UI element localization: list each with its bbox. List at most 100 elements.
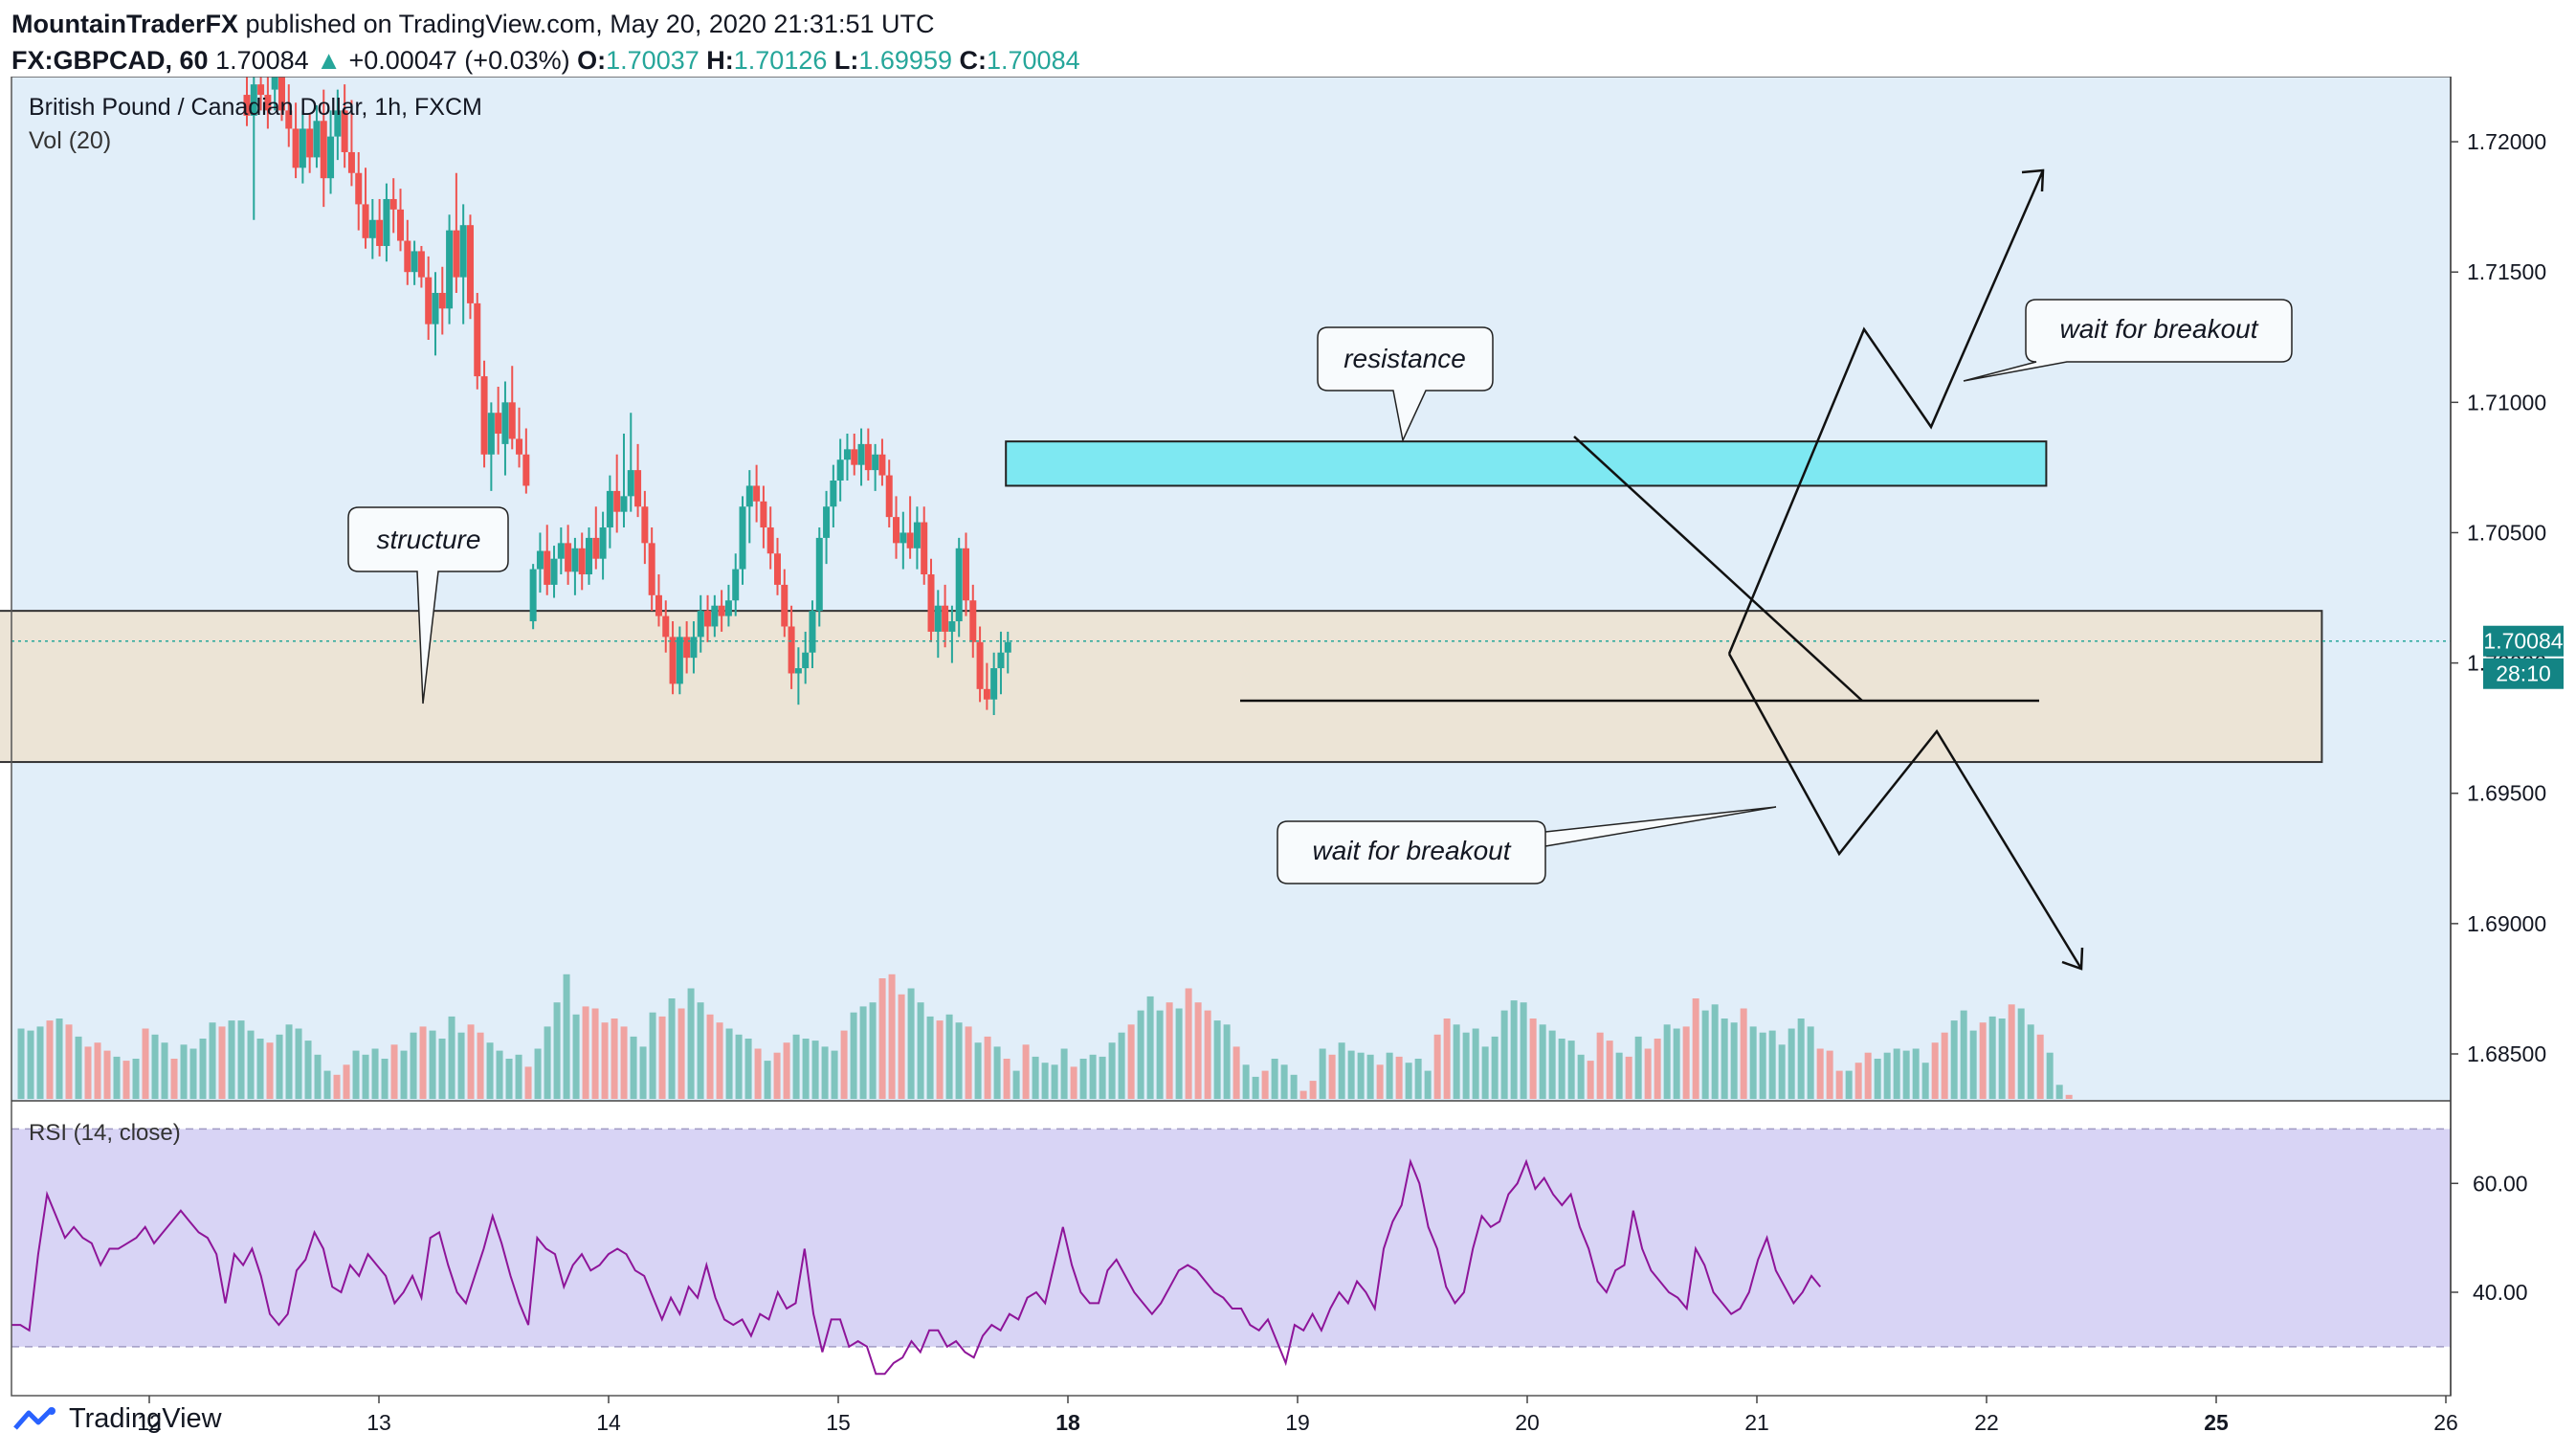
volume-bar xyxy=(1740,1008,1747,1099)
volume-bar xyxy=(103,1050,111,1099)
volume-bar xyxy=(1099,1056,1106,1099)
price-change: +0.00047 (+0.03%) xyxy=(348,46,570,75)
volume-bar xyxy=(218,1026,226,1099)
tradingview-footer[interactable]: TradingView xyxy=(13,1399,222,1438)
candle-body xyxy=(516,438,523,455)
volume-bar xyxy=(965,1026,972,1099)
volume-bar xyxy=(467,1024,475,1099)
volume-bar xyxy=(1625,1056,1632,1099)
volume-bar xyxy=(677,1008,685,1099)
volume-bar xyxy=(1070,1066,1077,1099)
change-up-icon: ▲ xyxy=(316,46,342,75)
volume-bar xyxy=(601,1022,609,1099)
candle-body xyxy=(732,569,740,601)
candle-body xyxy=(271,77,278,90)
volume-bar xyxy=(84,1046,92,1099)
volume-bar xyxy=(180,1044,188,1099)
volume-bar xyxy=(400,1050,408,1099)
volume-bar xyxy=(2065,1094,2073,1099)
candle-body xyxy=(704,611,712,627)
volume-bar xyxy=(2055,1085,2063,1099)
volume-bar xyxy=(1864,1052,1872,1099)
volume-bar xyxy=(1711,1004,1719,1099)
volume-bar xyxy=(161,1042,168,1099)
time-axis[interactable]: 12 13 14 15 18 19 20 21 22 25 26 xyxy=(137,1396,2458,1435)
resistance-callout-bubble[interactable] xyxy=(1317,326,1494,443)
time-tick-label: 18 xyxy=(1055,1410,1080,1435)
author-name[interactable]: MountainTraderFX xyxy=(11,10,239,38)
volume-bar xyxy=(553,1002,561,1099)
volume-bar xyxy=(898,994,905,1099)
volume-bar xyxy=(429,1030,436,1099)
volume-bar xyxy=(333,1074,341,1099)
candle-body xyxy=(334,110,342,137)
volume-bar xyxy=(869,1002,877,1099)
candle-body xyxy=(606,490,613,528)
volume-bar xyxy=(323,1070,331,1099)
candle-body xyxy=(599,527,607,559)
candle-body xyxy=(885,475,893,518)
candle-body xyxy=(843,449,851,460)
volume-bar xyxy=(1998,1018,2006,1099)
bearish-projection-arrow[interactable] xyxy=(1727,653,2083,970)
wait-lower-label: wait for breakout xyxy=(1313,836,1512,865)
candle-body xyxy=(292,128,300,168)
wait-upper-callout-bubble[interactable] xyxy=(1963,299,2293,382)
candle-body xyxy=(802,652,810,669)
time-tick-label: 25 xyxy=(2204,1410,2229,1435)
volume-bar xyxy=(534,1048,542,1099)
volume-bar xyxy=(381,1059,389,1099)
candle-body xyxy=(690,637,698,659)
structure-callout-bubble[interactable] xyxy=(347,506,509,705)
volume-bar xyxy=(1376,1064,1384,1099)
rsi-legend: RSI (14, close) xyxy=(29,1120,181,1146)
price-axis[interactable]: 1.720001.715001.710001.705001.700001.695… xyxy=(2451,129,2546,1066)
candle-body xyxy=(432,292,439,325)
volume-bar xyxy=(410,1032,417,1099)
volume-bar xyxy=(1032,1056,1039,1099)
descending-trendline[interactable] xyxy=(1573,436,1863,702)
volume-bar xyxy=(1797,1018,1805,1099)
volume-bar xyxy=(735,1034,743,1099)
candle-body xyxy=(942,605,949,632)
candle-body xyxy=(320,121,327,179)
candle-body xyxy=(529,569,537,622)
candle-body xyxy=(306,128,314,158)
volume-bar xyxy=(744,1039,752,1099)
candle-body xyxy=(571,548,579,572)
candle-body xyxy=(627,470,634,497)
bar-countdown-label: 28:10 xyxy=(2496,661,2551,686)
volume-bar xyxy=(926,1016,934,1099)
candle-body xyxy=(480,376,488,455)
volume-bar xyxy=(1500,1010,1508,1099)
candle-body xyxy=(634,470,642,507)
volume-bar xyxy=(859,1006,867,1099)
volume-bar xyxy=(1424,1070,1432,1099)
bullish-projection-arrow[interactable] xyxy=(1727,169,2045,655)
resistance-zone[interactable] xyxy=(1005,440,2048,487)
rsi-axis[interactable]: 60.00 40.00 xyxy=(2451,1171,2528,1305)
candle-body xyxy=(809,611,816,653)
volume-bar xyxy=(266,1042,274,1099)
volume-bar xyxy=(945,1014,953,1099)
volume-bar xyxy=(2027,1024,2034,1099)
volume-bar xyxy=(1788,1028,1795,1099)
volume-bar xyxy=(1587,1061,1594,1099)
candle-body xyxy=(766,527,774,554)
volume-bar xyxy=(132,1059,140,1099)
volume-bar xyxy=(285,1024,293,1099)
volume-bar xyxy=(620,1026,628,1099)
candle-body xyxy=(913,522,921,548)
structure-zone[interactable] xyxy=(0,610,2323,764)
volume-bar xyxy=(1529,1018,1537,1099)
price-tick-label: 1.69500 xyxy=(2467,781,2546,806)
wait-lower-callout-bubble[interactable] xyxy=(1277,806,1777,884)
volume-bar xyxy=(362,1054,369,1099)
volume-bar xyxy=(783,1042,790,1099)
chart-area[interactable]: structure resistance wait for breakout w… xyxy=(0,77,2576,1455)
candle-body xyxy=(389,198,397,210)
volume-bar xyxy=(754,1048,762,1099)
volume-bar xyxy=(1644,1048,1652,1099)
time-tick-label: 12 xyxy=(137,1410,162,1435)
volume-bar xyxy=(352,1050,360,1099)
